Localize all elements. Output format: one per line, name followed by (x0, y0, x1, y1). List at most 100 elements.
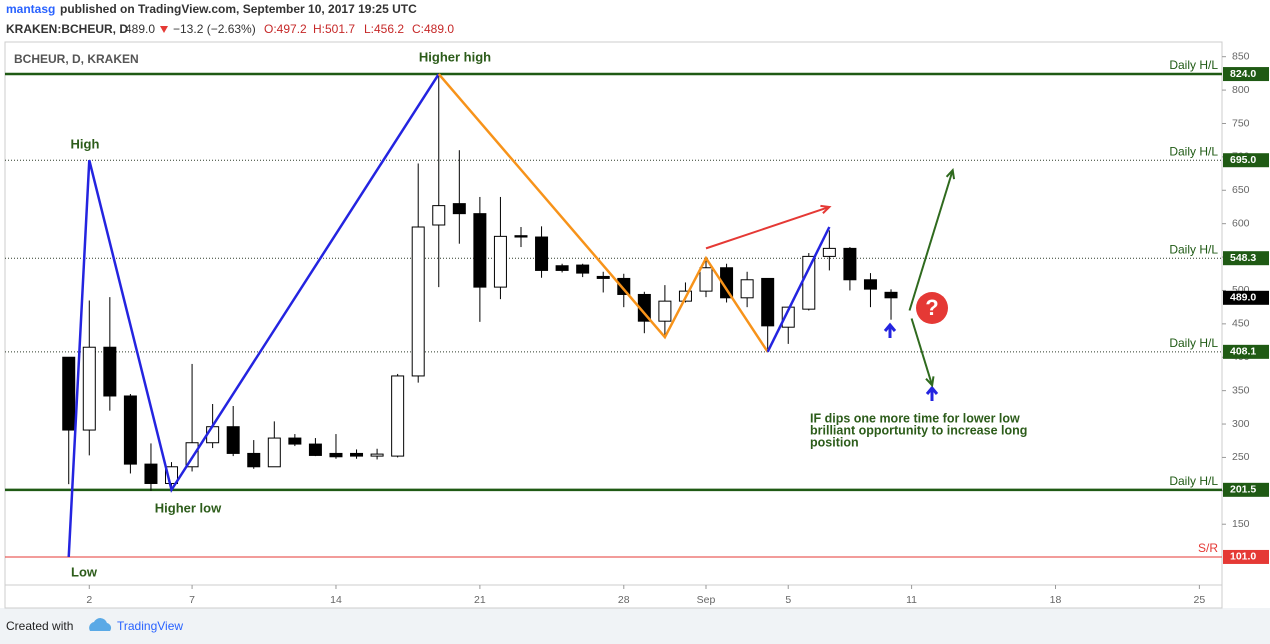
candle-body (473, 213, 487, 288)
header-price: 489.0 (125, 22, 155, 36)
level-tag: Daily H/L (1169, 474, 1218, 488)
trend-line (67, 73, 440, 558)
level-price-box (1223, 67, 1269, 82)
annotation: brilliant opportunity to increase long (810, 423, 1027, 437)
candle-body (843, 247, 857, 281)
x-tick-label: 2 (86, 594, 92, 606)
x-tick-label: 11 (906, 594, 917, 606)
level-tag: S/R (1198, 541, 1218, 555)
level-tag: Daily H/L (1169, 336, 1218, 350)
last-price-label: 489.0 (1230, 292, 1256, 304)
annotation: Higher high (419, 49, 491, 64)
arrow-line (908, 169, 954, 311)
candle-body (863, 279, 877, 290)
candle-body (781, 306, 795, 328)
level-tag: Daily H/L (1169, 144, 1218, 158)
header-low: L:456.2 (364, 22, 404, 36)
candle-body (617, 277, 631, 295)
level-price-label: 695.0 (1230, 154, 1256, 166)
header-open: O:497.2 (264, 22, 307, 36)
x-tick-label: 28 (618, 594, 630, 606)
x-tick-label: 21 (474, 594, 486, 606)
candle-body (103, 346, 117, 397)
chart-title: BCHEUR, D, KRAKEN (14, 52, 139, 66)
candle-body (62, 356, 76, 431)
x-tick-label: 18 (1050, 594, 1062, 606)
candle-body (267, 437, 281, 468)
annotation: Low (71, 564, 98, 579)
header-high: H:501.7 (313, 22, 355, 36)
y-tick-label: 800 (1232, 84, 1250, 96)
candle-body (802, 255, 816, 310)
user[interactable]: mantasg (6, 2, 55, 16)
annotation: High (71, 136, 100, 151)
level-price-box (1223, 482, 1269, 497)
level-tag: Daily H/L (1169, 58, 1218, 72)
candle-body (514, 235, 528, 238)
level-price-box (1223, 153, 1269, 168)
candle-body (596, 275, 610, 279)
level-price-label: 101.0 (1230, 551, 1256, 563)
candle-body (432, 205, 446, 226)
logo (89, 618, 112, 631)
candle-body (761, 277, 775, 327)
level-price-label: 824.0 (1230, 68, 1256, 80)
candle-body (288, 437, 302, 445)
blue-arrow (925, 385, 939, 401)
candle-body (452, 203, 466, 215)
candle-body (658, 300, 672, 322)
y-tick-label: 850 (1232, 50, 1250, 62)
y-tick-label: 350 (1232, 384, 1250, 396)
y-tick-label: 300 (1232, 418, 1250, 430)
candle-body (350, 452, 364, 457)
footer-bar (0, 608, 1270, 644)
candle-body (720, 267, 734, 299)
brand[interactable]: TradingView (117, 619, 183, 633)
candle-body (247, 452, 261, 468)
arrow-head (820, 204, 832, 214)
candle-body (555, 265, 569, 271)
header-change: −13.2 (−2.63%) (173, 22, 256, 36)
annotation: Higher low (155, 500, 222, 515)
x-tick-label: 25 (1194, 594, 1206, 606)
candle-body (329, 452, 343, 458)
x-tick-label: Sep (697, 594, 716, 606)
annotation: IF dips one more time for lower low (810, 411, 1020, 425)
candle-body (699, 267, 713, 292)
published: published on TradingView.com, September … (60, 2, 417, 16)
y-tick-label: 650 (1232, 184, 1250, 196)
y-tick-label: 150 (1232, 518, 1250, 530)
x-tick-label: 7 (189, 594, 195, 606)
candle-body (391, 375, 405, 457)
level-price-box (1223, 549, 1269, 564)
y-tick-label: 250 (1232, 451, 1250, 463)
trend-line (766, 226, 831, 353)
trend-line (437, 73, 769, 353)
symbol: KRAKEN:BCHEUR, D (6, 22, 128, 36)
candle-body (123, 395, 137, 465)
candle-body (576, 264, 590, 274)
candle-body (493, 235, 507, 288)
annotation: position (810, 435, 859, 449)
blue-arrow (883, 322, 897, 338)
x-tick-label: 5 (785, 594, 791, 606)
y-tick-label: 450 (1232, 318, 1250, 330)
level-price-label: 548.3 (1230, 252, 1256, 264)
candle-body (308, 443, 322, 456)
candle-body (226, 426, 240, 454)
arrow-line (705, 206, 830, 250)
created-with: Created with (6, 619, 73, 633)
question-mark: ? (925, 295, 938, 320)
candle-body (370, 453, 384, 457)
header-close: C:489.0 (412, 22, 454, 36)
level-price-box (1223, 344, 1269, 359)
y-tick-label: 600 (1232, 217, 1250, 229)
candle-body (535, 236, 549, 271)
candle-body (740, 279, 754, 299)
level-tag: Daily H/L (1169, 242, 1218, 256)
question-badge (916, 292, 948, 324)
candle-body (884, 291, 898, 299)
